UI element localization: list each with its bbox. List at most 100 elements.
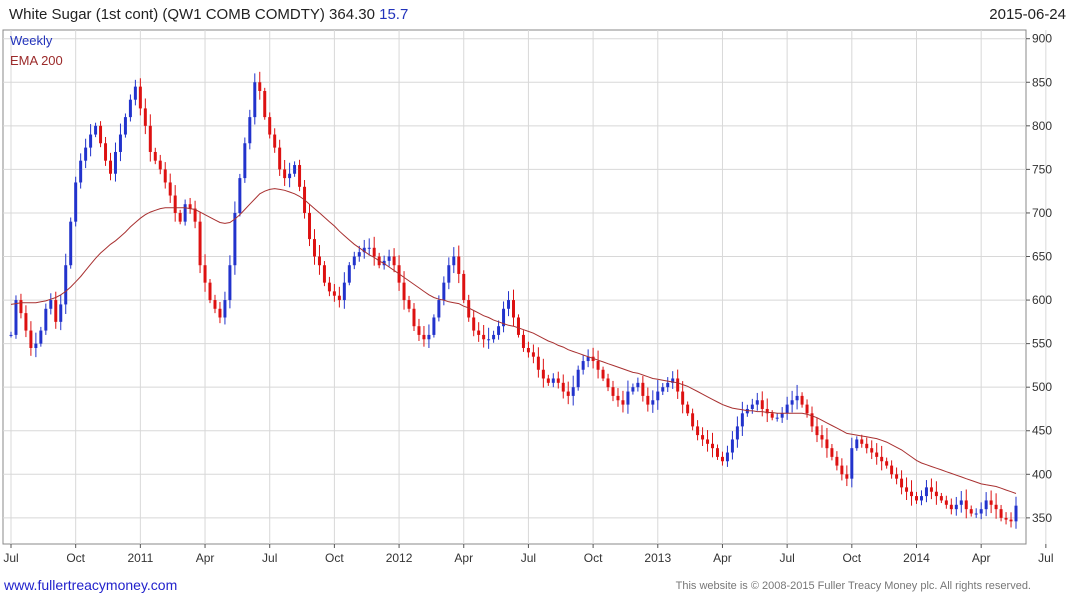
candle-body	[148, 125, 152, 152]
candle-body	[556, 378, 560, 383]
candle-body	[576, 369, 580, 388]
candle-body	[332, 291, 336, 296]
candle-body	[183, 204, 187, 222]
y-tick-label: 500	[1032, 380, 1052, 394]
x-tick-label: Oct	[842, 551, 861, 565]
candle-body	[830, 448, 834, 457]
candle-body	[19, 300, 23, 314]
candle-body	[29, 330, 33, 348]
candle-body	[780, 413, 784, 418]
x-tick-label: Jul	[521, 551, 536, 565]
candle-body	[293, 165, 297, 174]
x-tick-label: Oct	[66, 551, 85, 565]
candle-body	[910, 491, 914, 497]
candle-body	[89, 134, 93, 148]
candle-body	[452, 256, 456, 266]
candle-body	[9, 334, 13, 336]
candle-body	[218, 308, 222, 318]
candle-body	[551, 378, 555, 383]
chart-date: 2015-06-24	[989, 6, 1066, 23]
candle-body	[696, 426, 700, 436]
candle-body	[815, 426, 819, 436]
candle-body	[526, 347, 530, 353]
candle-body	[497, 326, 501, 335]
candle-body	[536, 356, 540, 370]
candle-body	[492, 334, 496, 340]
candle-body	[939, 496, 943, 501]
candle-body	[626, 391, 630, 405]
candle-body	[208, 282, 212, 301]
x-tick-label: 2011	[127, 551, 153, 565]
candle-body	[676, 378, 680, 392]
x-tick-label: 2013	[644, 551, 671, 565]
candle-body	[999, 509, 1003, 518]
candle-body	[412, 308, 416, 327]
x-tick-label: Jul	[262, 551, 277, 565]
candle-body	[566, 391, 570, 396]
candle-body	[54, 300, 58, 322]
candle-body	[308, 212, 312, 240]
candle-body	[248, 117, 252, 144]
candle-body	[1009, 519, 1013, 522]
candle-body	[432, 317, 436, 335]
x-tick-label: Oct	[325, 551, 344, 565]
candle-body	[512, 300, 515, 318]
candle-body	[895, 474, 899, 479]
candle-body	[671, 378, 675, 383]
candle-body	[482, 334, 486, 340]
candle-body	[74, 182, 78, 222]
candle-body	[1014, 505, 1018, 522]
candle-body	[123, 117, 127, 135]
candle-body	[949, 504, 953, 510]
candle-body	[337, 295, 341, 301]
candle-body	[621, 400, 625, 405]
candle-body	[437, 300, 441, 318]
candle-body	[253, 82, 257, 118]
candle-body	[258, 82, 262, 91]
candle-body	[113, 151, 117, 174]
candle-body	[974, 513, 978, 515]
candle-body	[666, 382, 670, 388]
candle-body	[984, 500, 988, 510]
x-tick-label: Apr	[972, 551, 991, 565]
candle-body	[168, 182, 172, 196]
candle-body	[104, 143, 108, 161]
candle-body	[725, 452, 729, 462]
candle-body	[477, 330, 481, 335]
candle-body	[541, 369, 545, 379]
candle-body	[929, 487, 933, 492]
y-tick-label: 400	[1032, 467, 1052, 481]
candle-body	[969, 509, 973, 514]
candle-body	[521, 334, 525, 348]
y-tick-label: 750	[1032, 162, 1052, 176]
ema-200-line	[10, 188, 1017, 494]
candle-body	[327, 282, 331, 292]
candle-body	[163, 169, 167, 183]
candle-body	[59, 304, 63, 322]
candle-body	[561, 382, 565, 392]
candle-body	[790, 400, 794, 405]
candle-body	[641, 382, 645, 396]
candle-body	[994, 504, 998, 510]
candle-body	[865, 443, 869, 449]
y-tick-label: 550	[1032, 337, 1052, 351]
candle-body	[457, 256, 461, 274]
candle-body	[507, 300, 511, 309]
y-tick-label: 800	[1032, 119, 1052, 133]
candle-body	[39, 330, 43, 344]
candle-body	[288, 173, 292, 179]
candle-body	[84, 147, 88, 161]
footer-site-link[interactable]: www.fullertreacymoney.com	[4, 577, 178, 593]
y-tick-label: 700	[1032, 206, 1052, 220]
candle-body	[109, 160, 112, 174]
x-tick-label: Apr	[196, 551, 215, 565]
candle-body	[502, 308, 506, 327]
candle-body	[850, 448, 854, 479]
candle-body	[900, 478, 904, 488]
candle-body	[128, 99, 132, 118]
candle-body	[238, 178, 242, 213]
candle-body	[367, 247, 371, 249]
legend-weekly: Weekly	[10, 33, 53, 48]
candle-body	[730, 439, 734, 453]
